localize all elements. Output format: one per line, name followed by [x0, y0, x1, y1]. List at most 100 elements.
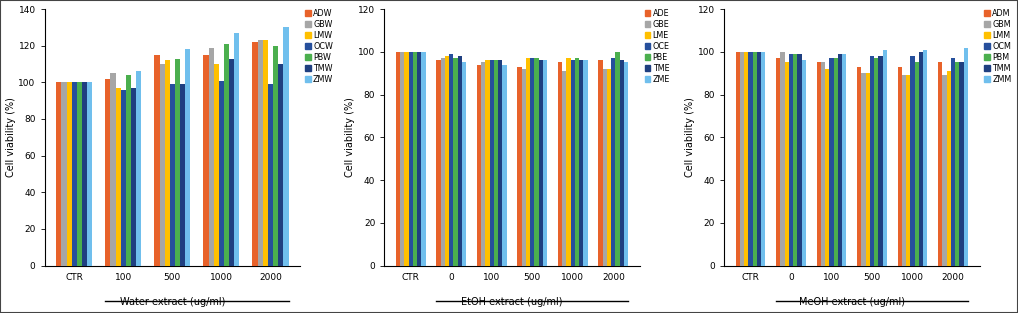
Bar: [797, 54, 801, 265]
Bar: [404, 52, 408, 265]
Bar: [82, 82, 88, 265]
Bar: [951, 58, 955, 265]
Bar: [857, 67, 861, 265]
Bar: [607, 69, 611, 265]
Bar: [136, 71, 142, 265]
Bar: [939, 63, 943, 265]
Bar: [781, 52, 785, 265]
Bar: [209, 48, 214, 265]
Bar: [793, 54, 797, 265]
Bar: [482, 63, 486, 265]
Bar: [268, 84, 273, 265]
X-axis label: Water extract (ug/ml): Water extract (ug/ml): [120, 297, 225, 307]
Bar: [229, 59, 234, 265]
Bar: [165, 60, 170, 265]
Bar: [408, 52, 413, 265]
Bar: [498, 60, 503, 265]
Bar: [914, 63, 919, 265]
Bar: [486, 60, 490, 265]
Bar: [539, 60, 543, 265]
Bar: [906, 75, 910, 265]
Bar: [204, 55, 209, 265]
Bar: [131, 88, 136, 265]
Bar: [521, 69, 526, 265]
Bar: [874, 58, 879, 265]
Bar: [116, 88, 121, 265]
Bar: [830, 58, 834, 265]
Bar: [744, 52, 748, 265]
Bar: [821, 63, 825, 265]
Bar: [898, 67, 902, 265]
Bar: [449, 54, 453, 265]
Bar: [543, 60, 548, 265]
Bar: [801, 60, 806, 265]
Bar: [252, 42, 258, 265]
Bar: [816, 63, 821, 265]
Bar: [110, 73, 116, 265]
Bar: [776, 58, 781, 265]
Bar: [503, 64, 507, 265]
Bar: [56, 82, 61, 265]
Bar: [421, 52, 426, 265]
Bar: [175, 59, 180, 265]
Bar: [616, 52, 620, 265]
Bar: [861, 73, 865, 265]
Bar: [526, 58, 530, 265]
Bar: [964, 48, 968, 265]
Bar: [752, 52, 756, 265]
Bar: [71, 82, 76, 265]
Bar: [736, 52, 740, 265]
Bar: [955, 63, 959, 265]
Bar: [761, 52, 766, 265]
Bar: [566, 58, 571, 265]
Bar: [748, 52, 752, 265]
Bar: [919, 52, 923, 265]
X-axis label: EtOH extract (ug/ml): EtOH extract (ug/ml): [461, 297, 563, 307]
Bar: [66, 82, 71, 265]
Bar: [185, 49, 190, 265]
Bar: [490, 60, 494, 265]
Bar: [583, 60, 587, 265]
Bar: [603, 69, 607, 265]
Bar: [437, 60, 441, 265]
Y-axis label: Cell viability (%): Cell viability (%): [345, 97, 355, 177]
Bar: [121, 90, 126, 265]
Bar: [959, 63, 964, 265]
Bar: [263, 40, 268, 265]
Bar: [400, 52, 404, 265]
Bar: [234, 33, 239, 265]
Bar: [575, 58, 579, 265]
Bar: [838, 54, 842, 265]
Bar: [869, 56, 874, 265]
Bar: [126, 75, 131, 265]
Bar: [883, 50, 887, 265]
Bar: [445, 56, 449, 265]
Bar: [417, 52, 421, 265]
Bar: [558, 63, 562, 265]
Legend: ADM, GBM, LMM, OCM, PBM, TMM, ZMM: ADM, GBM, LMM, OCM, PBM, TMM, ZMM: [983, 8, 1013, 85]
Bar: [88, 82, 93, 265]
Bar: [599, 60, 603, 265]
Bar: [219, 80, 224, 265]
Bar: [902, 75, 906, 265]
Bar: [756, 52, 761, 265]
Bar: [910, 56, 914, 265]
Bar: [105, 79, 110, 265]
Bar: [441, 58, 445, 265]
Bar: [413, 52, 417, 265]
Bar: [458, 56, 462, 265]
Bar: [476, 64, 482, 265]
Bar: [865, 73, 869, 265]
Bar: [155, 55, 160, 265]
Bar: [825, 69, 830, 265]
Bar: [879, 56, 883, 265]
Bar: [842, 54, 846, 265]
Bar: [214, 64, 219, 265]
Bar: [517, 67, 521, 265]
Bar: [620, 60, 624, 265]
Bar: [283, 27, 288, 265]
Bar: [396, 52, 400, 265]
Bar: [579, 60, 583, 265]
Bar: [258, 40, 263, 265]
Bar: [61, 82, 66, 265]
